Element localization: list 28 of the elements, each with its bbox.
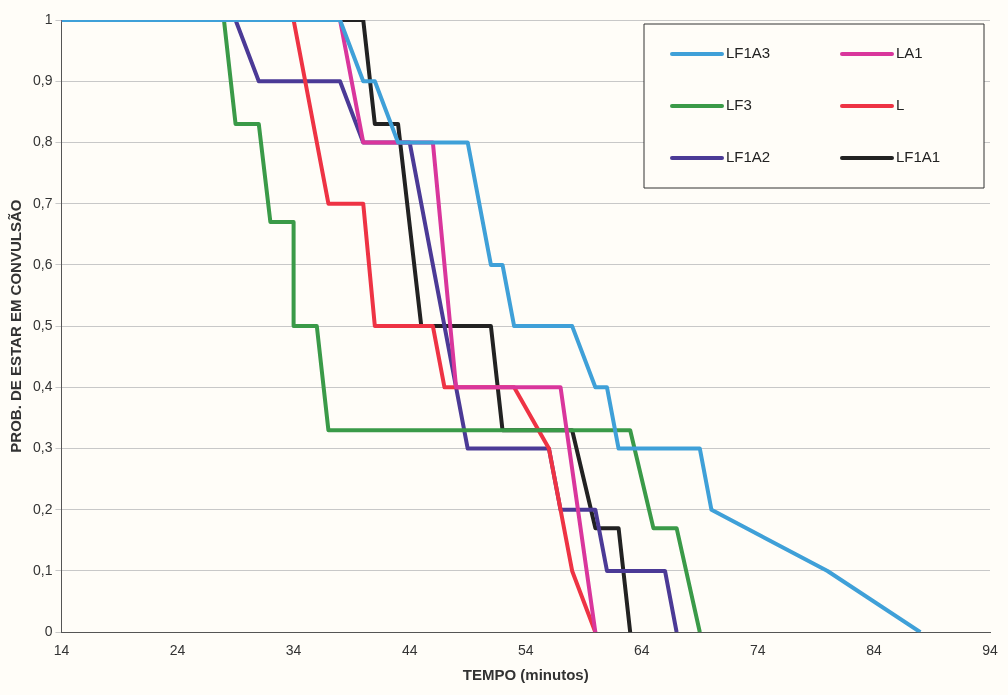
x-tick-label: 24	[169, 642, 186, 659]
y-tick-label: 0,6	[32, 255, 53, 272]
legend-label: LF3	[726, 96, 752, 114]
x-tick-label: 94	[982, 642, 998, 659]
x-tick-label: 84	[866, 642, 882, 659]
y-tick-label: 0,7	[32, 194, 53, 211]
y-tick-label: 0	[44, 623, 53, 640]
legend-label: LF1A2	[726, 148, 771, 166]
x-tick-label: 44	[401, 642, 418, 659]
x-tick-label: 64	[634, 642, 650, 659]
y-tick-label: 0,3	[32, 439, 53, 456]
legend-label: LF1A1	[896, 148, 941, 166]
y-tick-label: 0,1	[32, 561, 53, 578]
legend-label: L	[896, 96, 905, 114]
legend-label: LF1A3	[726, 44, 771, 62]
y-tick-label: 0,2	[32, 500, 53, 517]
x-tick-label: 54	[517, 642, 534, 659]
y-axis-title: PROB. DE ESTAR EM CONVULSÃO	[7, 199, 25, 453]
y-tick-label: 0,5	[32, 316, 53, 333]
y-tick-label: 0,4	[32, 378, 53, 395]
y-tick-label: 1	[44, 10, 53, 27]
y-tick-label: 0,9	[32, 72, 53, 89]
x-axis-title: TEMPO (minutos)	[462, 666, 589, 684]
x-tick-label: 14	[53, 642, 70, 659]
y-tick-label: 0,8	[32, 133, 53, 150]
x-tick-label: 74	[750, 642, 766, 659]
legend-label: LA1	[896, 44, 923, 62]
x-tick-label: 34	[285, 642, 302, 659]
